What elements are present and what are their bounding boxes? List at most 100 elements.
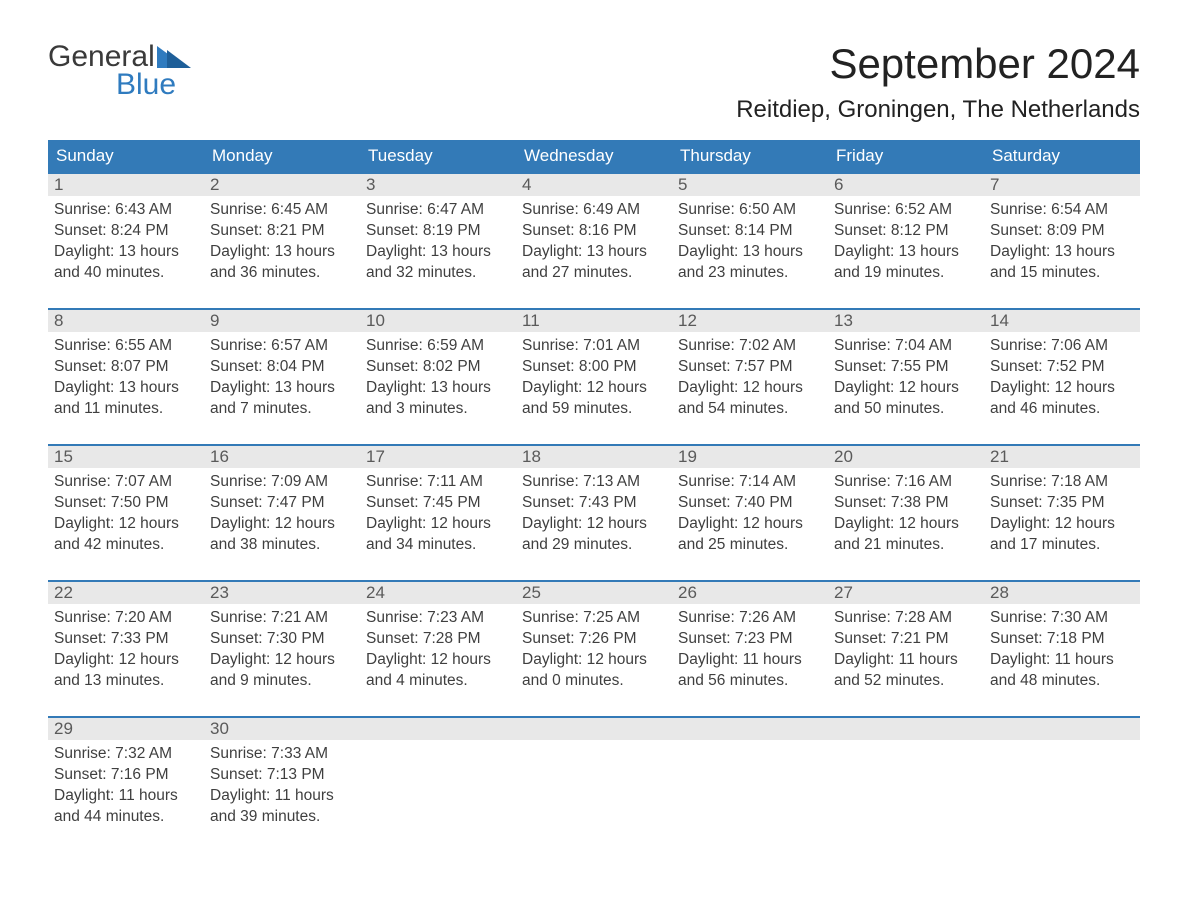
day-details: Sunrise: 6:52 AMSunset: 8:12 PMDaylight:… (828, 196, 984, 290)
logo: General Blue (48, 40, 191, 102)
logo-text-bottom: Blue (116, 68, 176, 102)
day-cell: 23Sunrise: 7:21 AMSunset: 7:30 PMDayligh… (204, 582, 360, 702)
day-details: Sunrise: 7:33 AMSunset: 7:13 PMDaylight:… (204, 740, 360, 834)
day-number: 10 (360, 310, 516, 332)
weekday-cell: Sunday (48, 140, 204, 172)
day-cell (672, 718, 828, 838)
day-number: 3 (360, 174, 516, 196)
day-details: Sunrise: 7:23 AMSunset: 7:28 PMDaylight:… (360, 604, 516, 698)
day-cell (360, 718, 516, 838)
day-cell: 18Sunrise: 7:13 AMSunset: 7:43 PMDayligh… (516, 446, 672, 566)
day-details: Sunrise: 7:04 AMSunset: 7:55 PMDaylight:… (828, 332, 984, 426)
day-number: 14 (984, 310, 1140, 332)
day-cell: 15Sunrise: 7:07 AMSunset: 7:50 PMDayligh… (48, 446, 204, 566)
day-details: Sunrise: 7:21 AMSunset: 7:30 PMDaylight:… (204, 604, 360, 698)
weekday-cell: Monday (204, 140, 360, 172)
logo-flag-icon (157, 46, 191, 68)
location: Reitdiep, Groningen, The Netherlands (736, 96, 1140, 124)
weekday-cell: Wednesday (516, 140, 672, 172)
day-cell: 22Sunrise: 7:20 AMSunset: 7:33 PMDayligh… (48, 582, 204, 702)
day-cell: 21Sunrise: 7:18 AMSunset: 7:35 PMDayligh… (984, 446, 1140, 566)
day-number (828, 718, 984, 740)
day-cell: 27Sunrise: 7:28 AMSunset: 7:21 PMDayligh… (828, 582, 984, 702)
day-number (672, 718, 828, 740)
day-details: Sunrise: 6:43 AMSunset: 8:24 PMDaylight:… (48, 196, 204, 290)
day-details: Sunrise: 6:47 AMSunset: 8:19 PMDaylight:… (360, 196, 516, 290)
day-number: 12 (672, 310, 828, 332)
day-number (516, 718, 672, 740)
day-number (984, 718, 1140, 740)
week-row: 22Sunrise: 7:20 AMSunset: 7:33 PMDayligh… (48, 580, 1140, 702)
day-cell: 24Sunrise: 7:23 AMSunset: 7:28 PMDayligh… (360, 582, 516, 702)
day-number (360, 718, 516, 740)
day-cell: 14Sunrise: 7:06 AMSunset: 7:52 PMDayligh… (984, 310, 1140, 430)
day-cell: 6Sunrise: 6:52 AMSunset: 8:12 PMDaylight… (828, 174, 984, 294)
day-number: 21 (984, 446, 1140, 468)
day-number: 18 (516, 446, 672, 468)
weekday-cell: Thursday (672, 140, 828, 172)
day-details: Sunrise: 6:45 AMSunset: 8:21 PMDaylight:… (204, 196, 360, 290)
day-details: Sunrise: 7:28 AMSunset: 7:21 PMDaylight:… (828, 604, 984, 698)
day-number: 6 (828, 174, 984, 196)
day-number: 7 (984, 174, 1140, 196)
week-row: 15Sunrise: 7:07 AMSunset: 7:50 PMDayligh… (48, 444, 1140, 566)
day-details: Sunrise: 7:30 AMSunset: 7:18 PMDaylight:… (984, 604, 1140, 698)
day-number: 13 (828, 310, 984, 332)
day-number: 15 (48, 446, 204, 468)
day-cell: 10Sunrise: 6:59 AMSunset: 8:02 PMDayligh… (360, 310, 516, 430)
day-cell: 8Sunrise: 6:55 AMSunset: 8:07 PMDaylight… (48, 310, 204, 430)
day-cell: 28Sunrise: 7:30 AMSunset: 7:18 PMDayligh… (984, 582, 1140, 702)
weeks-container: 1Sunrise: 6:43 AMSunset: 8:24 PMDaylight… (48, 172, 1140, 838)
day-number: 22 (48, 582, 204, 604)
day-cell: 13Sunrise: 7:04 AMSunset: 7:55 PMDayligh… (828, 310, 984, 430)
day-cell: 3Sunrise: 6:47 AMSunset: 8:19 PMDaylight… (360, 174, 516, 294)
header: General Blue September 2024 Reitdiep, Gr… (48, 40, 1140, 124)
day-cell: 7Sunrise: 6:54 AMSunset: 8:09 PMDaylight… (984, 174, 1140, 294)
day-cell (984, 718, 1140, 838)
day-details: Sunrise: 7:11 AMSunset: 7:45 PMDaylight:… (360, 468, 516, 562)
day-number: 8 (48, 310, 204, 332)
day-cell: 11Sunrise: 7:01 AMSunset: 8:00 PMDayligh… (516, 310, 672, 430)
day-number: 19 (672, 446, 828, 468)
day-details: Sunrise: 7:13 AMSunset: 7:43 PMDaylight:… (516, 468, 672, 562)
day-cell: 4Sunrise: 6:49 AMSunset: 8:16 PMDaylight… (516, 174, 672, 294)
day-number: 5 (672, 174, 828, 196)
day-cell (516, 718, 672, 838)
day-details: Sunrise: 7:06 AMSunset: 7:52 PMDaylight:… (984, 332, 1140, 426)
day-cell: 25Sunrise: 7:25 AMSunset: 7:26 PMDayligh… (516, 582, 672, 702)
day-details: Sunrise: 7:07 AMSunset: 7:50 PMDaylight:… (48, 468, 204, 562)
day-number: 23 (204, 582, 360, 604)
day-cell: 5Sunrise: 6:50 AMSunset: 8:14 PMDaylight… (672, 174, 828, 294)
week-row: 8Sunrise: 6:55 AMSunset: 8:07 PMDaylight… (48, 308, 1140, 430)
day-number: 16 (204, 446, 360, 468)
day-number: 4 (516, 174, 672, 196)
day-number: 29 (48, 718, 204, 740)
day-details: Sunrise: 6:59 AMSunset: 8:02 PMDaylight:… (360, 332, 516, 426)
day-cell (828, 718, 984, 838)
week-row: 1Sunrise: 6:43 AMSunset: 8:24 PMDaylight… (48, 172, 1140, 294)
day-details: Sunrise: 7:16 AMSunset: 7:38 PMDaylight:… (828, 468, 984, 562)
day-details: Sunrise: 7:25 AMSunset: 7:26 PMDaylight:… (516, 604, 672, 698)
day-number: 24 (360, 582, 516, 604)
day-details: Sunrise: 7:32 AMSunset: 7:16 PMDaylight:… (48, 740, 204, 834)
day-cell: 20Sunrise: 7:16 AMSunset: 7:38 PMDayligh… (828, 446, 984, 566)
weekday-header-row: SundayMondayTuesdayWednesdayThursdayFrid… (48, 140, 1140, 172)
weekday-cell: Friday (828, 140, 984, 172)
day-details: Sunrise: 7:26 AMSunset: 7:23 PMDaylight:… (672, 604, 828, 698)
weekday-cell: Tuesday (360, 140, 516, 172)
day-number: 2 (204, 174, 360, 196)
day-number: 9 (204, 310, 360, 332)
day-cell: 30Sunrise: 7:33 AMSunset: 7:13 PMDayligh… (204, 718, 360, 838)
day-cell: 17Sunrise: 7:11 AMSunset: 7:45 PMDayligh… (360, 446, 516, 566)
day-cell: 12Sunrise: 7:02 AMSunset: 7:57 PMDayligh… (672, 310, 828, 430)
day-cell: 19Sunrise: 7:14 AMSunset: 7:40 PMDayligh… (672, 446, 828, 566)
day-details: Sunrise: 7:14 AMSunset: 7:40 PMDaylight:… (672, 468, 828, 562)
month-title: September 2024 (736, 40, 1140, 88)
day-number: 30 (204, 718, 360, 740)
day-cell: 2Sunrise: 6:45 AMSunset: 8:21 PMDaylight… (204, 174, 360, 294)
day-details: Sunrise: 6:54 AMSunset: 8:09 PMDaylight:… (984, 196, 1140, 290)
day-details: Sunrise: 7:01 AMSunset: 8:00 PMDaylight:… (516, 332, 672, 426)
day-cell: 1Sunrise: 6:43 AMSunset: 8:24 PMDaylight… (48, 174, 204, 294)
day-cell: 16Sunrise: 7:09 AMSunset: 7:47 PMDayligh… (204, 446, 360, 566)
day-number: 20 (828, 446, 984, 468)
